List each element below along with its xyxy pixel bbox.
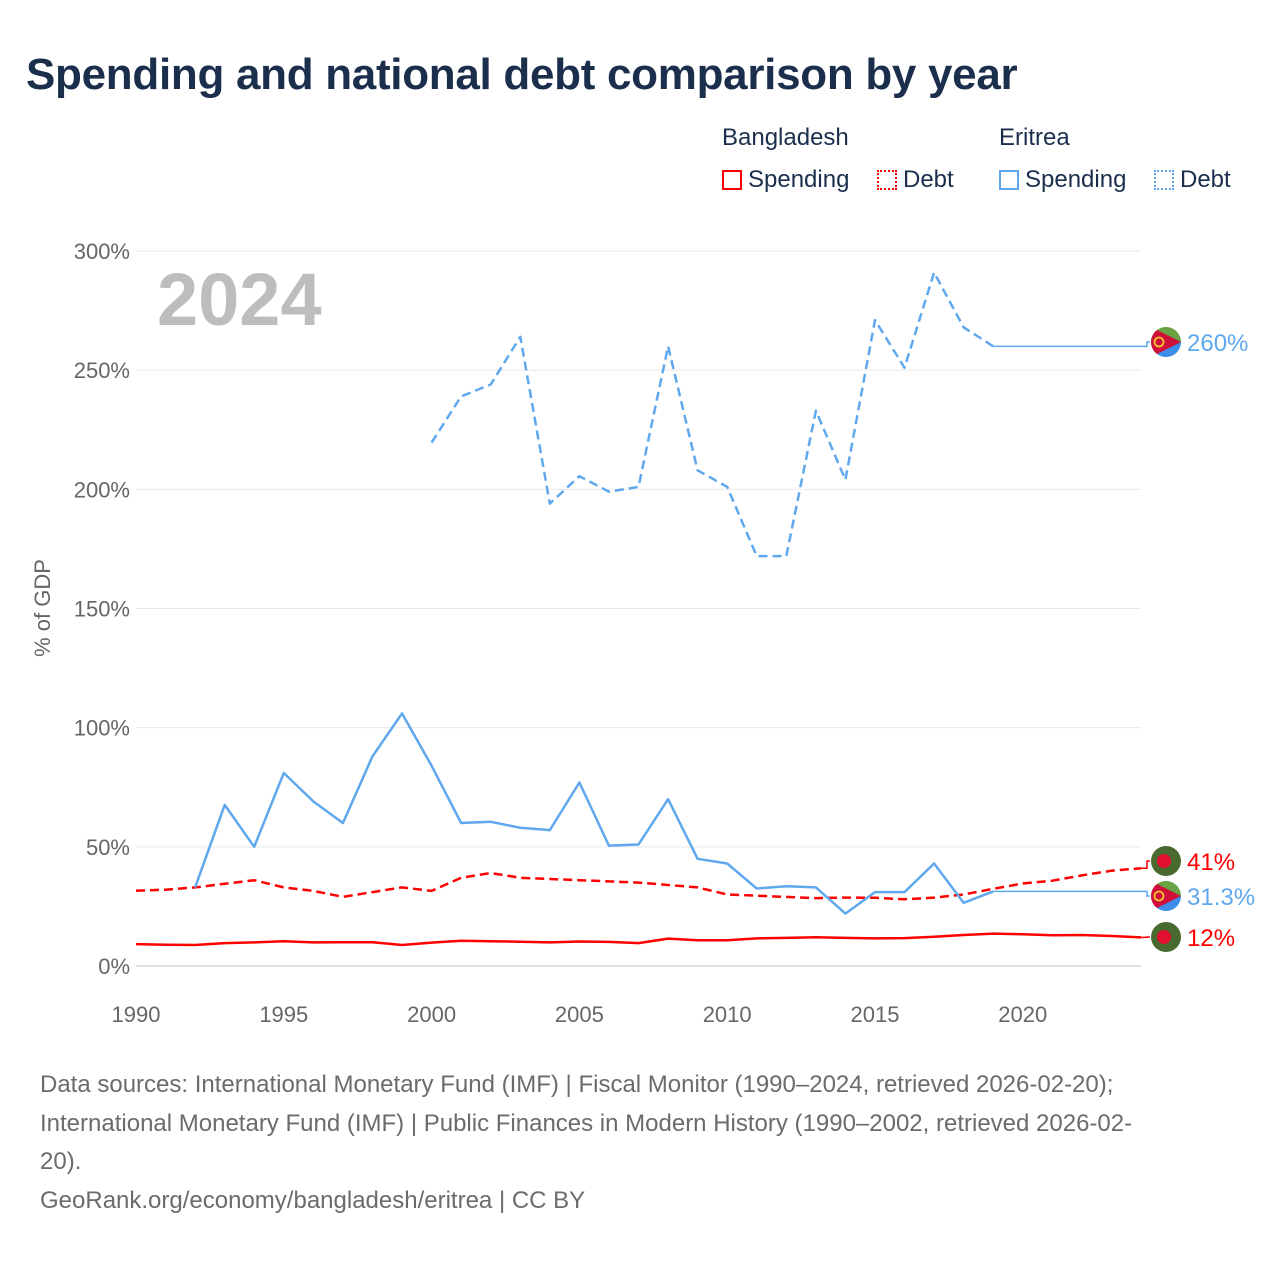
end-value-label: 260% xyxy=(1187,330,1248,357)
source-line: 20). xyxy=(40,1148,82,1175)
y-tick-label: 250% xyxy=(74,358,130,383)
line-chart: 0% 50% 100% 150% 200% 250% 300% 1990 1995 2000 200… xyxy=(30,239,1255,1027)
legend-eritrea-spending[interactable]: Spending xyxy=(999,166,1126,194)
solid-swatch-icon xyxy=(722,170,742,190)
bangladesh-flag-icon xyxy=(1151,922,1181,952)
x-tick-label: 1995 xyxy=(259,1002,308,1027)
legend-group-bangladesh: Bangladesh xyxy=(722,124,849,151)
dotted-swatch-icon xyxy=(1154,170,1174,190)
end-connector xyxy=(993,890,1150,897)
bangladesh-debt-line xyxy=(135,867,1142,901)
source-line: Data sources: International Monetary Fun… xyxy=(40,1071,1114,1098)
end-connector xyxy=(993,341,1150,348)
solid-swatch-icon xyxy=(999,170,1019,190)
y-tick-label: 100% xyxy=(74,716,130,741)
x-tick-label: 2010 xyxy=(703,1002,752,1027)
end-value-label: 41% xyxy=(1187,849,1235,876)
x-tick-label: 2005 xyxy=(555,1002,604,1027)
end-value-label: 31.3% xyxy=(1187,884,1255,911)
eritrea-flag-icon xyxy=(1151,327,1181,357)
source-link[interactable]: GeoRank.org/economy/bangladesh/eritrea |… xyxy=(40,1186,586,1214)
y-tick-label: 300% xyxy=(74,239,130,264)
end-value-label: 12% xyxy=(1187,925,1235,952)
x-tick-label: 2000 xyxy=(407,1002,456,1027)
bangladesh-flag-icon xyxy=(1151,846,1181,876)
end-connector xyxy=(1141,860,1150,870)
source-line: International Monetary Fund (IMF) | Publ… xyxy=(40,1109,1133,1137)
legend-label: Spending xyxy=(1025,166,1127,193)
legend-label: Debt xyxy=(903,166,954,193)
legend-group-eritrea: Eritrea xyxy=(999,124,1070,151)
eritrea-debt-line xyxy=(430,271,994,558)
x-tick-label: 2020 xyxy=(998,1002,1047,1027)
year-watermark: 2024 xyxy=(157,258,322,341)
y-tick-label: 200% xyxy=(74,477,130,502)
y-tick-label: 50% xyxy=(86,835,130,860)
legend-eritrea-debt[interactable]: Debt xyxy=(1154,166,1231,194)
dotted-swatch-icon xyxy=(877,170,897,190)
legend-bangladesh-spending[interactable]: Spending xyxy=(722,166,849,194)
y-axis-label: % of GDP xyxy=(30,559,55,657)
x-tick-label: 1990 xyxy=(112,1002,161,1027)
bangladesh-spending-line xyxy=(135,932,1142,947)
eritrea-spending-line xyxy=(193,712,994,915)
y-tick-label: 0% xyxy=(98,954,130,979)
legend-label: Spending xyxy=(748,166,850,193)
x-tick-label: 2015 xyxy=(850,1002,899,1027)
y-tick-label: 150% xyxy=(74,597,130,622)
footer-sources: Data sources: International Monetary Fun… xyxy=(40,1066,1240,1220)
chart-title: Spending and national debt comparison by… xyxy=(26,50,1018,99)
legend-bangladesh-debt[interactable]: Debt xyxy=(877,166,954,194)
legend-label: Debt xyxy=(1180,166,1231,193)
eritrea-flag-icon xyxy=(1151,881,1181,911)
